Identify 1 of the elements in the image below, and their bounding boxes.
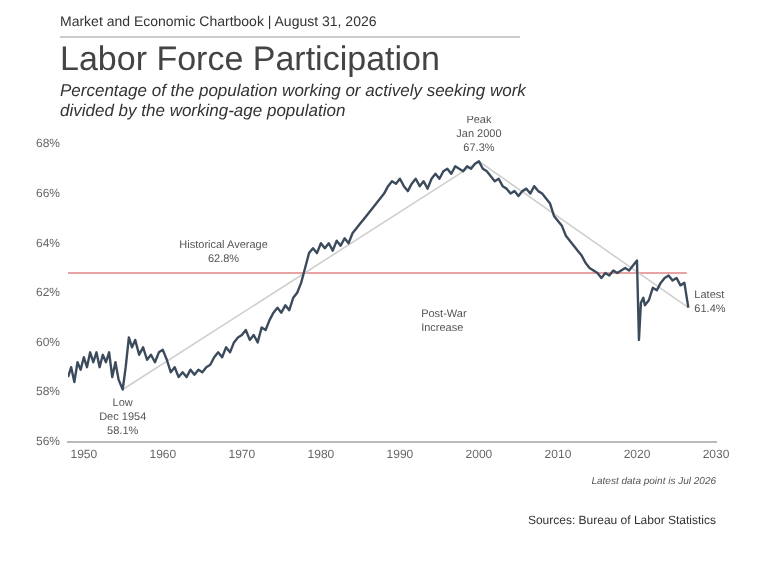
chart-title: Labor Force Participation bbox=[60, 40, 440, 80]
